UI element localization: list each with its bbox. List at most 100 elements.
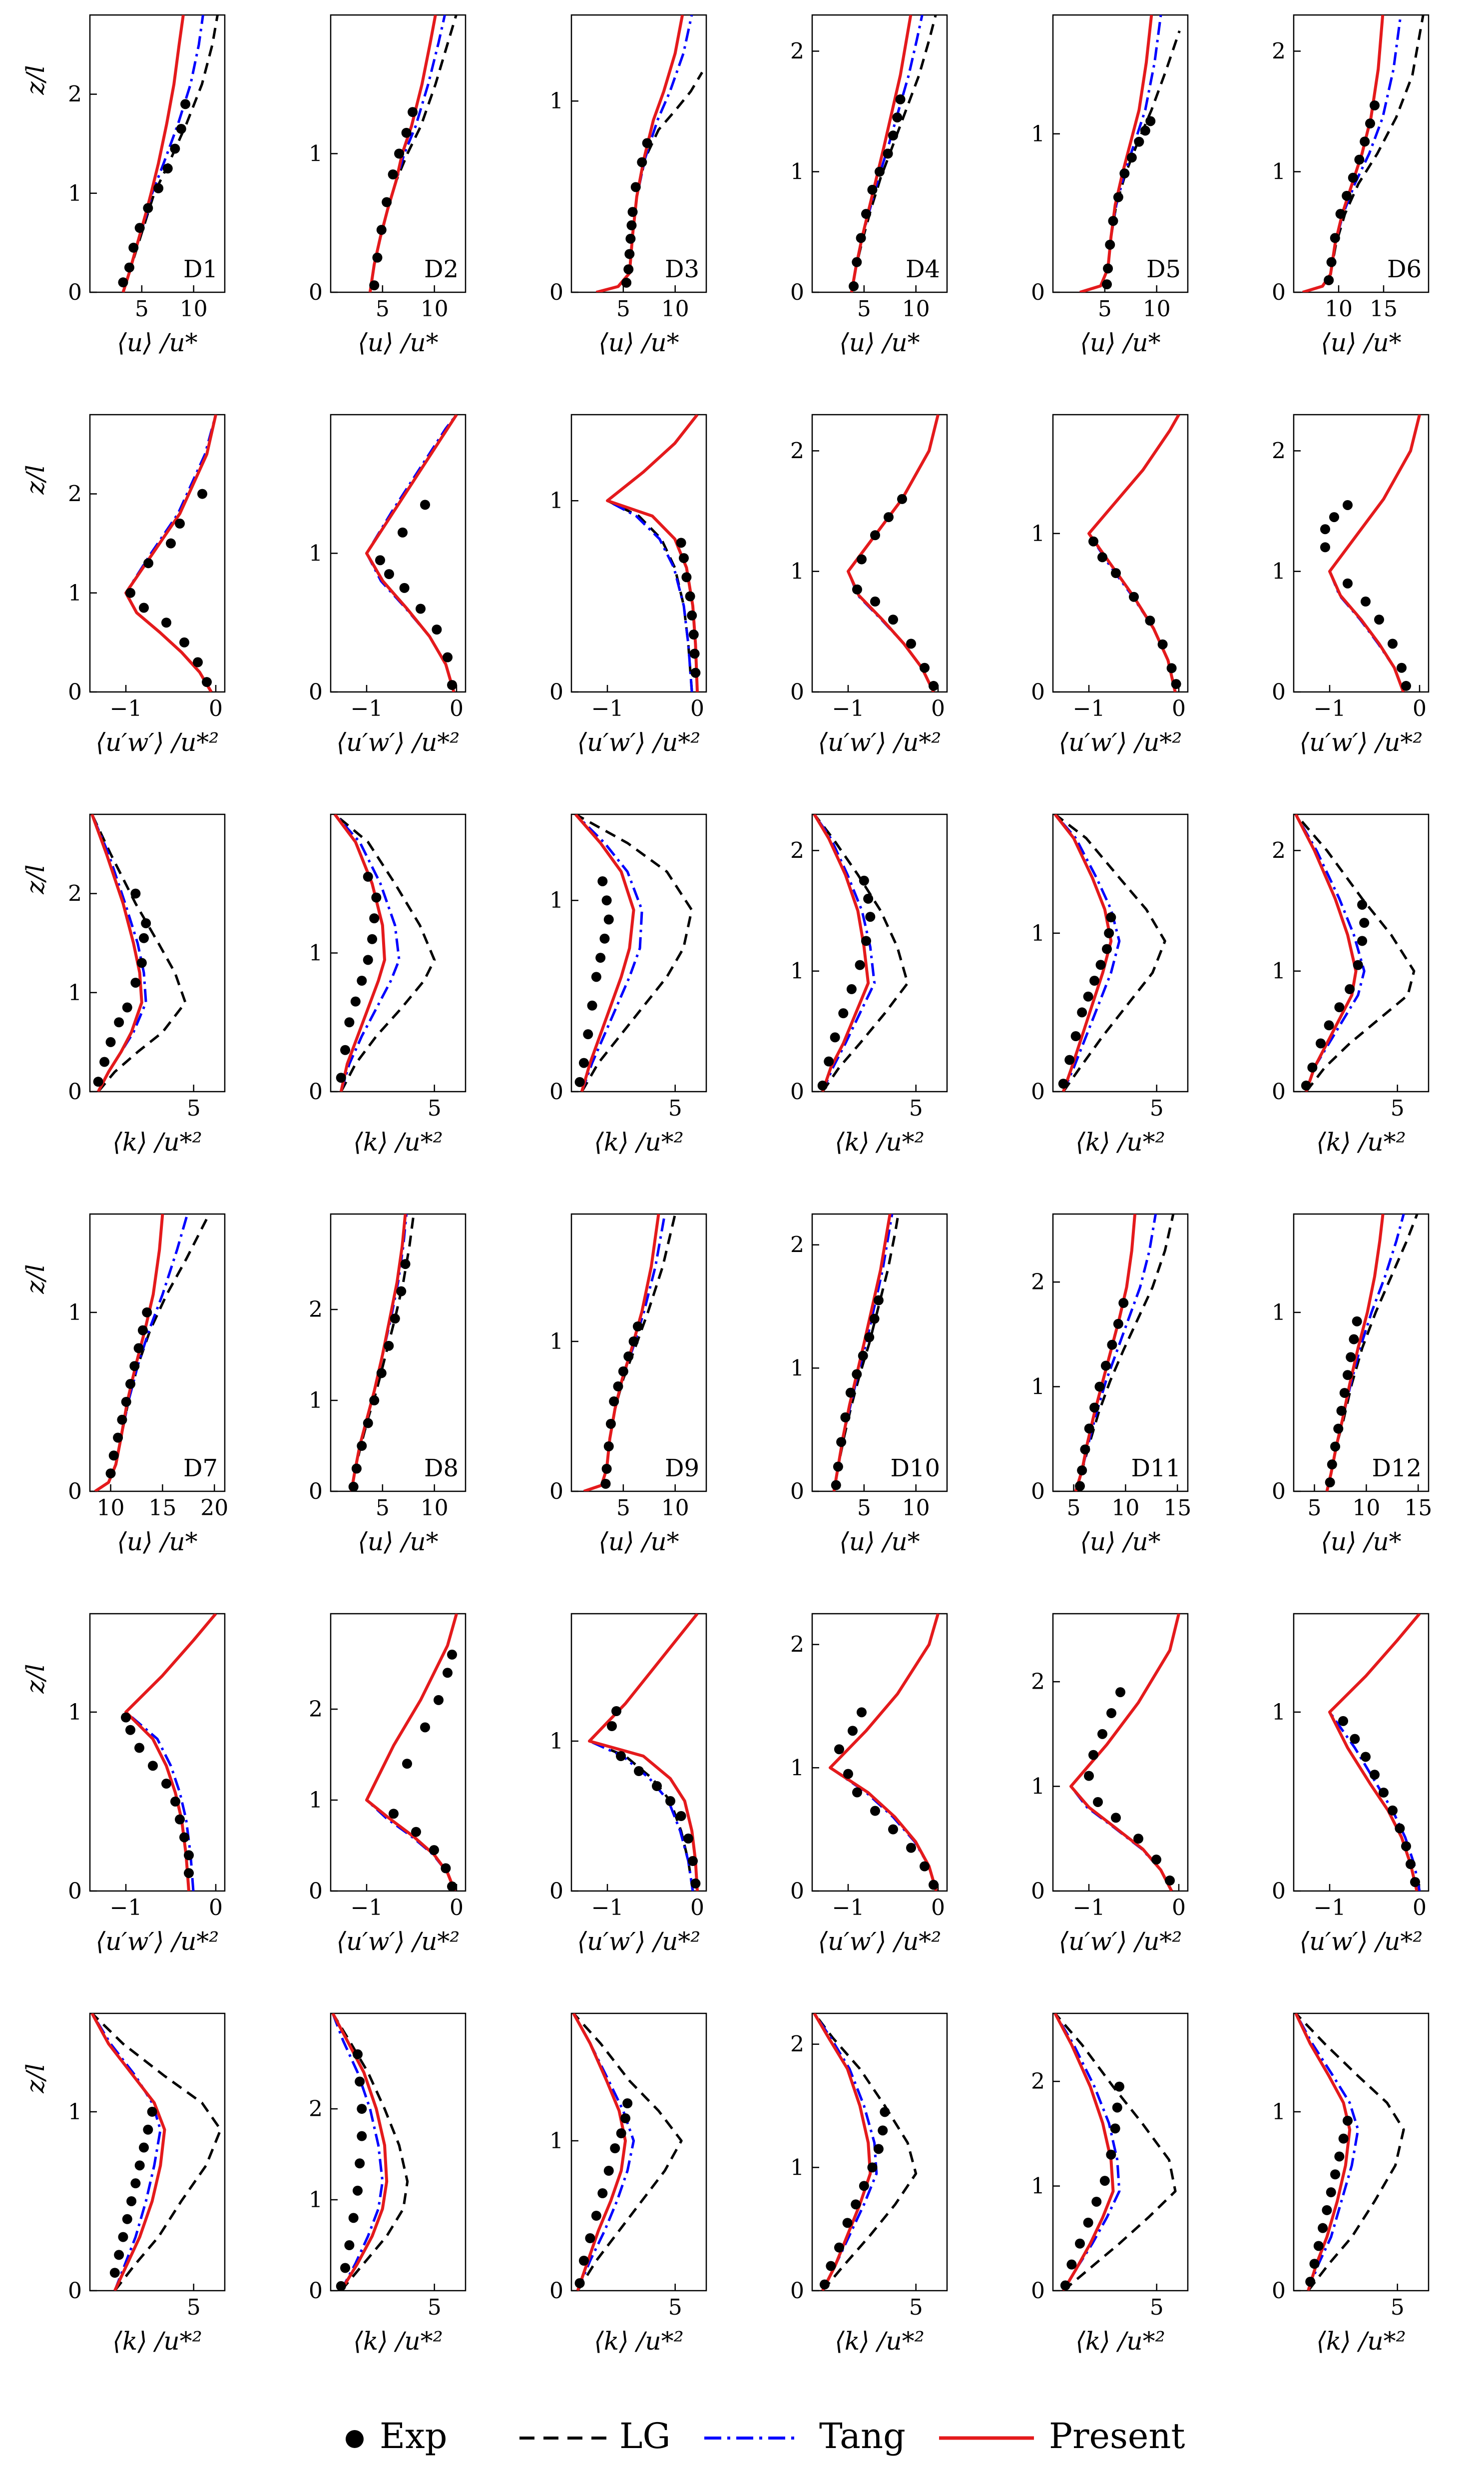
y-tick-label: 1 bbox=[1272, 2099, 1286, 2125]
panel-id: D7 bbox=[183, 1454, 218, 1482]
exp-point bbox=[836, 1437, 847, 1447]
y-tick-label: 0 bbox=[549, 1479, 563, 1504]
exp-point bbox=[1325, 1477, 1335, 1488]
exp-point bbox=[830, 1032, 840, 1043]
exp-point bbox=[1091, 2196, 1102, 2207]
exp-point bbox=[884, 512, 894, 523]
y-tick-label: 1 bbox=[1272, 1700, 1286, 1725]
exp-point bbox=[1350, 1734, 1360, 1744]
exp-point bbox=[1095, 960, 1106, 970]
y-tick-label: 1 bbox=[68, 581, 82, 606]
exp-point bbox=[1318, 2223, 1328, 2233]
exp-point bbox=[130, 977, 141, 988]
y-tick-label: 0 bbox=[309, 679, 323, 705]
axes-frame bbox=[89, 813, 226, 1093]
panel-r1c5: −1 0 0 1 2 ⟨u′w′⟩ /u*² bbox=[1272, 414, 1430, 757]
exp-point bbox=[357, 2131, 367, 2141]
axes-frame bbox=[1293, 414, 1430, 693]
legend-label: LG bbox=[619, 2416, 670, 2457]
exp-point bbox=[1326, 257, 1337, 267]
x-axis-label: ⟨k⟩ /u*² bbox=[353, 1128, 443, 1157]
exp-point bbox=[1171, 679, 1181, 689]
plot-area bbox=[1294, 2013, 1405, 2291]
x-tick-label: 10 bbox=[1111, 1495, 1139, 1521]
plot-area bbox=[94, 1214, 211, 1491]
plot-area bbox=[1294, 814, 1416, 1092]
exp-point bbox=[139, 2142, 149, 2153]
exp-point bbox=[1388, 638, 1398, 649]
exp-point bbox=[1320, 524, 1330, 535]
exp-point bbox=[1324, 275, 1334, 285]
exp-point bbox=[1080, 1444, 1090, 1455]
x-tick-label: 5 bbox=[1150, 1096, 1164, 1121]
exp-point bbox=[595, 953, 606, 963]
exp-point bbox=[117, 1414, 127, 1425]
exp-point bbox=[826, 2261, 836, 2271]
x-tick-label: 5 bbox=[857, 1495, 871, 1521]
series-line-lg bbox=[588, 1614, 698, 1891]
exp-point bbox=[597, 876, 608, 886]
exp-point bbox=[125, 1379, 135, 1389]
exp-point bbox=[369, 1395, 380, 1406]
y-tick-label: 1 bbox=[1272, 159, 1286, 185]
exp-point bbox=[819, 2279, 830, 2290]
exp-point bbox=[367, 934, 378, 944]
exp-point bbox=[1361, 1752, 1371, 1762]
panel-r2c5: 5 0 1 2 ⟨k⟩ /u*² bbox=[1272, 813, 1430, 1157]
exp-point bbox=[443, 1668, 453, 1678]
exp-point bbox=[1397, 662, 1407, 673]
exp-point bbox=[114, 2250, 124, 2260]
exp-point bbox=[1406, 1859, 1416, 1869]
y-tick-label: 2 bbox=[68, 82, 82, 107]
exp-point bbox=[688, 1856, 698, 1866]
exp-point bbox=[390, 1313, 400, 1324]
x-tick-label: −1 bbox=[351, 1895, 383, 1920]
exp-point bbox=[1077, 1007, 1087, 1018]
exp-point bbox=[121, 1712, 131, 1723]
series-line-lg bbox=[813, 814, 909, 1092]
exp-point bbox=[1336, 1405, 1347, 1416]
exp-point bbox=[1343, 1370, 1353, 1380]
x-tick-label: 5 bbox=[1067, 1495, 1081, 1521]
exp-point bbox=[676, 538, 686, 548]
exp-point bbox=[1335, 209, 1346, 219]
exp-point bbox=[892, 112, 903, 123]
exp-point bbox=[883, 148, 893, 159]
x-axis-label: ⟨k⟩ /u*² bbox=[1316, 1128, 1406, 1157]
plot-area bbox=[1320, 415, 1421, 692]
x-axis-label: ⟨k⟩ /u*² bbox=[835, 2327, 924, 2356]
exp-point bbox=[401, 127, 412, 138]
exp-point bbox=[1338, 1716, 1348, 1726]
x-tick-label: 5 bbox=[428, 1096, 442, 1121]
x-axis-label: ⟨u⟩ /u* bbox=[598, 328, 679, 357]
y-tick-label: 0 bbox=[1031, 1079, 1045, 1105]
x-tick-label: −1 bbox=[1073, 1895, 1105, 1920]
exp-point bbox=[834, 2242, 844, 2253]
exp-point bbox=[610, 2143, 620, 2153]
axes-frame bbox=[1052, 1613, 1189, 1892]
y-tick-label: 1 bbox=[309, 2187, 323, 2213]
exp-point bbox=[1097, 552, 1107, 563]
exp-point bbox=[447, 1649, 457, 1660]
exp-point bbox=[688, 629, 699, 640]
exp-point bbox=[873, 1295, 884, 1305]
x-tick-label: 5 bbox=[1098, 296, 1112, 322]
series-line-lg bbox=[369, 15, 458, 292]
exp-point bbox=[184, 1850, 194, 1861]
exp-point bbox=[623, 1351, 634, 1361]
y-tick-label: 1 bbox=[68, 181, 82, 206]
y-tick-label: 0 bbox=[68, 2278, 82, 2304]
y-tick-label: 0 bbox=[1272, 1079, 1286, 1105]
y-tick-label: 0 bbox=[1272, 280, 1286, 305]
exp-point bbox=[134, 1743, 144, 1753]
axes-frame bbox=[811, 1613, 948, 1892]
x-tick-label: 10 bbox=[421, 1495, 449, 1521]
series-line-present bbox=[368, 15, 437, 292]
exp-point bbox=[1094, 1381, 1105, 1392]
axes-frame bbox=[1293, 1613, 1430, 1892]
panel-id: D2 bbox=[424, 255, 459, 283]
axes-frame bbox=[811, 813, 948, 1093]
exp-point bbox=[852, 1369, 862, 1379]
exp-point bbox=[1165, 1875, 1175, 1886]
exp-point bbox=[621, 277, 632, 288]
